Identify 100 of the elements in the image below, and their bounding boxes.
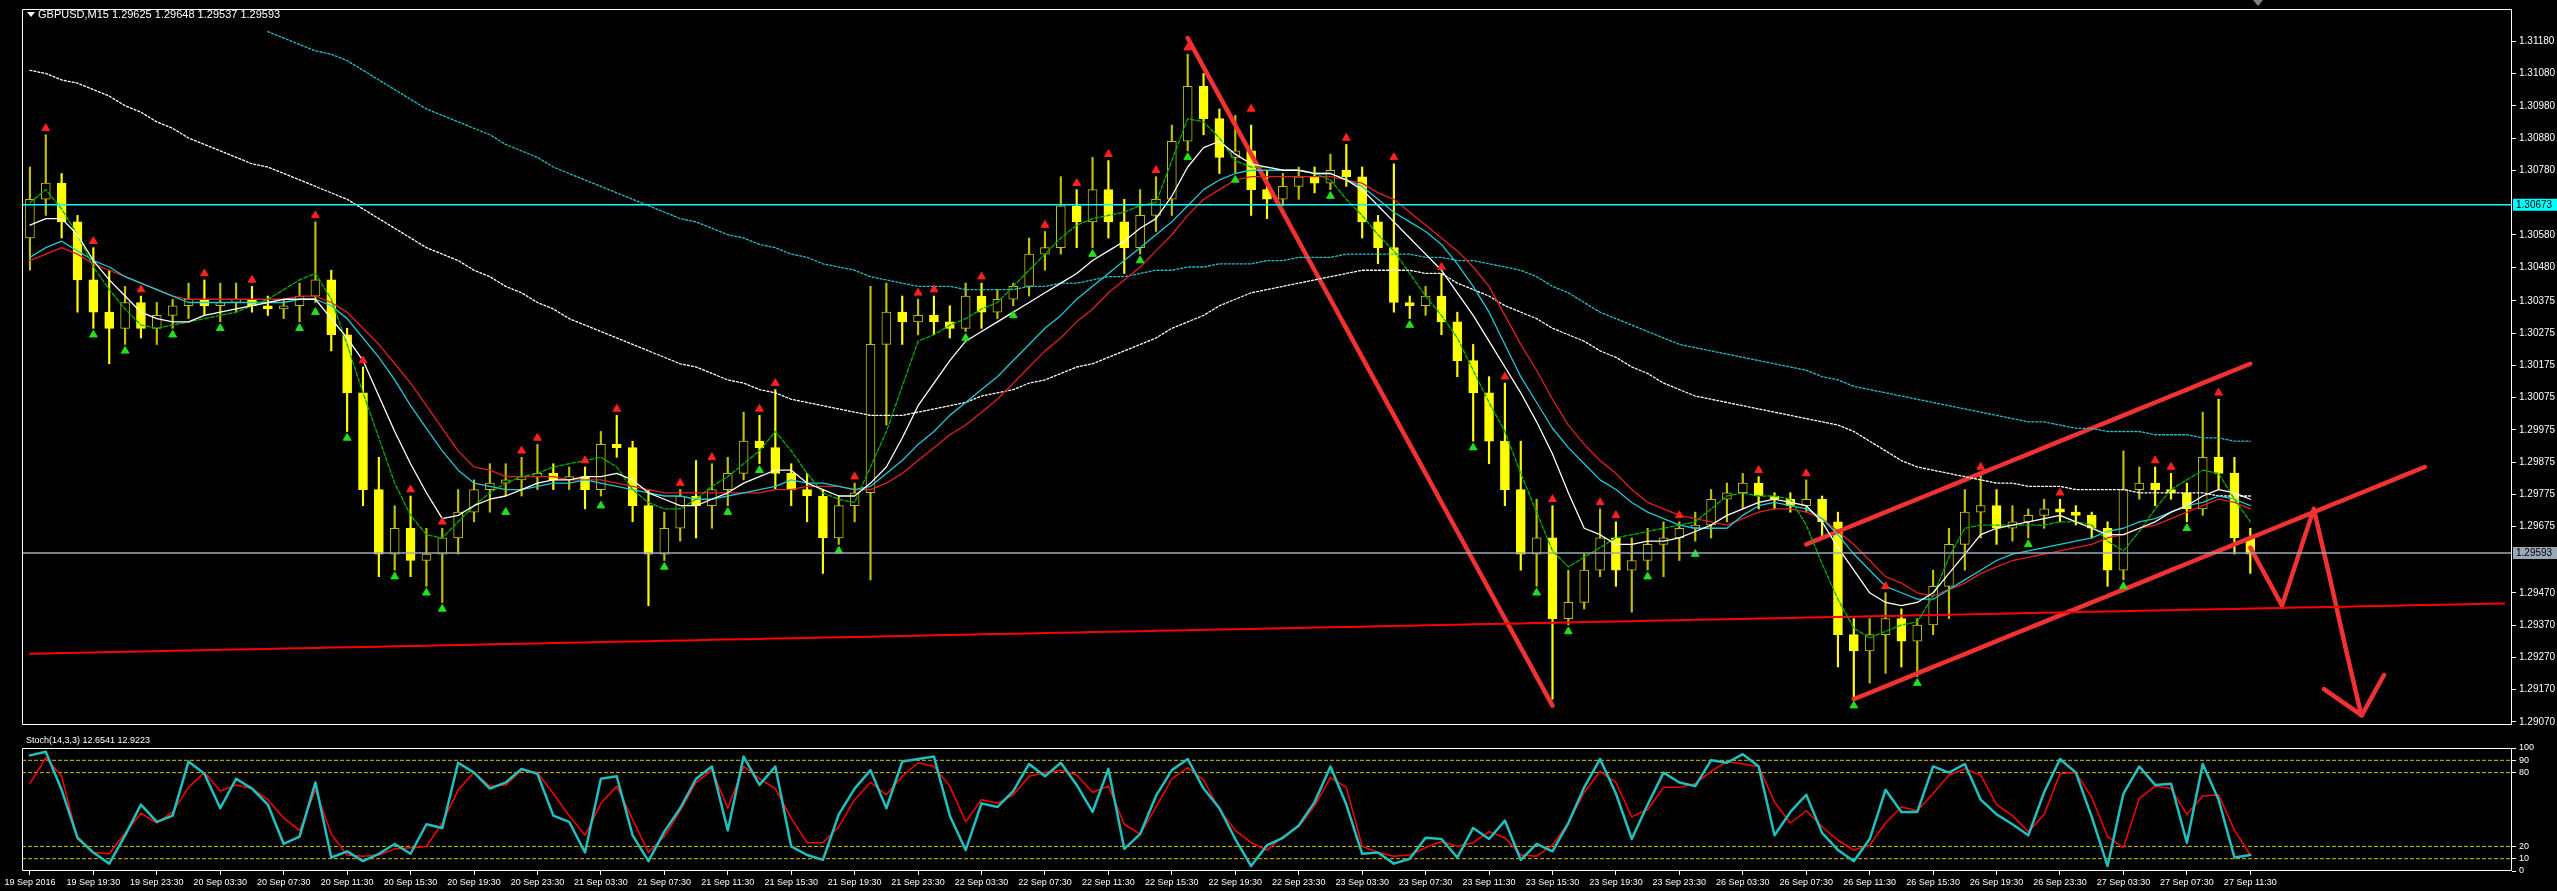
- point: [342, 432, 352, 441]
- point: [2055, 487, 2065, 496]
- point: [770, 378, 780, 386]
- y-tick-label: 1.29270: [2519, 651, 2556, 663]
- y-tick-label: 1.31080: [2519, 67, 2556, 79]
- point: [422, 587, 431, 596]
- point: [1500, 371, 1510, 380]
- point: [88, 236, 98, 244]
- x-tick-label: 26 Sep 15:30: [1906, 876, 1960, 887]
- y-tick-label: 1.30580: [2519, 228, 2556, 240]
- point: [1595, 497, 1605, 506]
- point: [2182, 523, 2192, 532]
- point: [659, 561, 669, 570]
- point: [612, 403, 622, 412]
- point: [390, 571, 400, 580]
- x-tick-label: 20 Sep 19:30: [447, 876, 501, 887]
- x-tick-label: 23 Sep 07:30: [1398, 876, 1453, 887]
- y-tick-label: 1.29875: [2519, 455, 2556, 467]
- y-tick-label: 20: [2519, 840, 2530, 851]
- point: [168, 329, 178, 338]
- point: [437, 516, 447, 525]
- x-tick-label: 27 Sep 11:30: [2223, 876, 2277, 887]
- point: [1389, 152, 1399, 161]
- x-tick-label: 26 Sep 19:30: [1969, 876, 2024, 887]
- y-tick-label: 1.30880: [2519, 131, 2556, 143]
- point: [1341, 133, 1351, 141]
- point: [311, 307, 320, 315]
- x-tick-label: 22 Sep 15:30: [1145, 876, 1199, 887]
- x-tick-label: 22 Sep 19:30: [1208, 876, 1263, 887]
- point: [1611, 510, 1621, 519]
- chart-title: GBPUSD,M15 1.29625 1.29648 1.29537 1.29593: [38, 8, 281, 21]
- point: [136, 284, 146, 293]
- point: [1088, 249, 1097, 257]
- point: [2023, 539, 2033, 548]
- x-tick-label: 22 Sep 11:30: [1081, 876, 1135, 887]
- point: [501, 507, 511, 515]
- x-tick-label: 20 Sep 07:30: [256, 876, 311, 887]
- x-tick-label: 21 Sep 19:30: [827, 876, 882, 887]
- point: [2214, 387, 2223, 396]
- y-tick-label: 1.29470: [2519, 586, 2556, 598]
- y-tick-label: 1.29170: [2519, 683, 2556, 695]
- point: [1532, 587, 1542, 596]
- x-tick-label: 19 Sep 19:30: [66, 876, 121, 887]
- point: [929, 284, 939, 293]
- point: [1072, 178, 1082, 186]
- point: [755, 403, 764, 412]
- point: [1849, 700, 1859, 709]
- y-tick-label: 80: [2519, 767, 2530, 778]
- x-tick-label: 20 Sep 11:30: [320, 876, 374, 887]
- x-tick-label: 26 Sep 03:30: [1716, 876, 1770, 887]
- y-tick-label: 1.31180: [2519, 35, 2555, 46]
- y-tick-label: 1.29675: [2519, 520, 2556, 532]
- point: [311, 210, 320, 219]
- point: [1151, 165, 1161, 174]
- x-tick-label: 19 Sep 2016: [4, 876, 56, 887]
- point: [1104, 149, 1113, 157]
- point: [2150, 455, 2160, 464]
- point: [1468, 442, 1478, 451]
- x-tick-label: 21 Sep 15:30: [764, 876, 818, 887]
- point: [517, 445, 526, 454]
- point: [1326, 191, 1335, 199]
- point: [961, 332, 971, 341]
- point: [2166, 461, 2176, 470]
- point: [1135, 255, 1145, 264]
- point: [1881, 581, 1890, 590]
- point: [850, 471, 860, 480]
- point: [1183, 42, 1193, 51]
- point: [1801, 468, 1811, 477]
- x-tick-label: 26 Sep 23:30: [2033, 876, 2087, 887]
- y-tick-label: 1.29975: [2519, 423, 2556, 435]
- point: [723, 507, 733, 515]
- point: [1437, 262, 1446, 270]
- x-tick-label: 23 Sep 23:30: [1652, 876, 1707, 887]
- candlestick: [754, 415, 765, 465]
- point: [1246, 103, 1256, 112]
- x-tick-label: 23 Sep 11:30: [1462, 876, 1516, 887]
- point: [88, 329, 98, 338]
- point: [406, 484, 415, 493]
- x-tick-label: 23 Sep 03:30: [1335, 876, 1389, 887]
- x-tick-label: 19 Sep 23:30: [130, 876, 184, 887]
- x-tick-label: 21 Sep 23:30: [891, 876, 945, 887]
- x-tick-label: 21 Sep 11:30: [701, 876, 755, 887]
- y-tick-label: 1.29775: [2519, 488, 2556, 500]
- y-tick-label: 0: [2519, 865, 2525, 876]
- x-tick-label: 22 Sep 03:30: [954, 876, 1009, 887]
- x-tick-label: 20 Sep 03:30: [193, 876, 248, 887]
- y-tick-label: 10: [2519, 853, 2530, 864]
- candlestick: [421, 527, 432, 587]
- point: [1912, 678, 1922, 686]
- point: [1548, 494, 1557, 502]
- point: [1183, 152, 1193, 161]
- ref-line-label: 1.30673: [2516, 198, 2553, 210]
- point: [1040, 220, 1050, 228]
- x-tick-label: 21 Sep 07:30: [637, 876, 692, 887]
- chart-title: Stoch(14,3,3) 12.6541 12.9223: [26, 735, 151, 746]
- point: [358, 355, 368, 364]
- point: [596, 500, 606, 509]
- y-tick-label: 1.30480: [2519, 260, 2556, 272]
- line-series: [267, 30, 2251, 442]
- x-tick-label: 22 Sep 07:30: [1018, 876, 1072, 887]
